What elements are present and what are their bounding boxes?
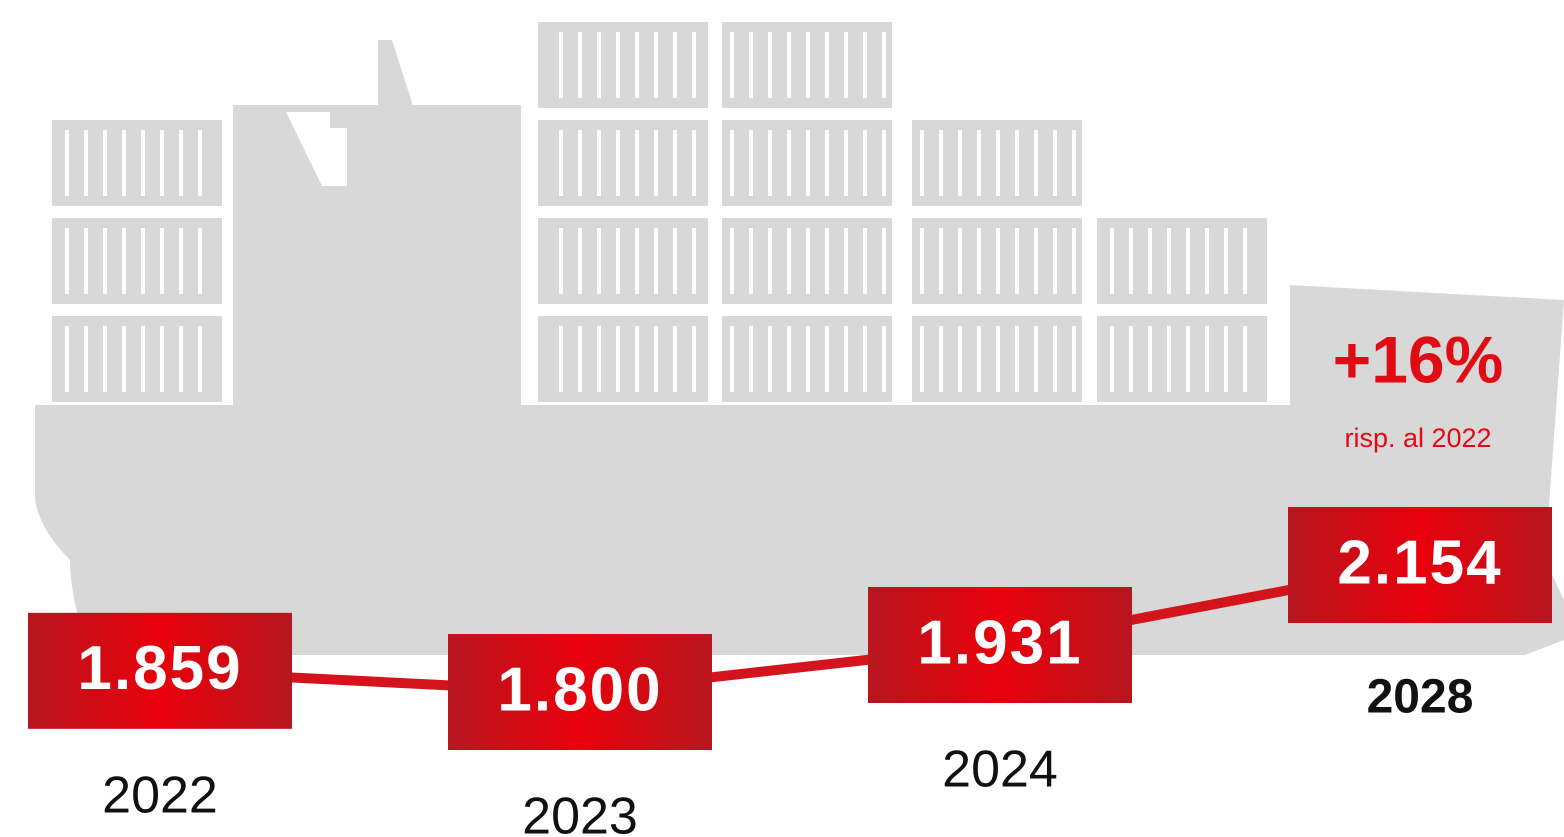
container-ribs [728,228,886,294]
trend-line [159,560,1421,697]
container-ribs [918,228,1076,294]
annotation-note: risp. al 2022 [1344,423,1491,453]
annotation-change: +16% [1333,322,1504,396]
category-label: 2024 [942,741,1058,799]
value-label: 1.931 [917,608,1082,677]
value-box [1288,507,1552,623]
ship-silhouette [35,40,1564,655]
value-label: 2.154 [1337,528,1502,597]
container-ribs [544,32,702,98]
value-label: 1.859 [77,634,242,703]
data-boxes: 1.859 2022 1.800 2023 1.931 2024 2.154 2028 [28,507,1552,837]
container-ribs [58,228,216,294]
category-label: 2022 [102,767,218,825]
container-ribs [1103,326,1261,392]
container-ribs [918,130,1076,196]
value-label: 1.800 [497,655,662,724]
container-ribs [1103,228,1261,294]
container-ribs [58,130,216,196]
container-ribs [728,130,886,196]
container-ribs [728,32,886,98]
value-box [448,634,712,750]
container-ribs [918,326,1076,392]
containers [52,22,1267,402]
container-ribs [544,326,702,392]
category-label: 2023 [522,788,638,837]
container-ribs [544,228,702,294]
value-box [868,587,1132,704]
container-ribs [58,326,216,392]
value-box [28,612,292,729]
category-label: 2028 [1367,671,1474,724]
container-ribs [728,326,886,392]
container-ribs [544,130,702,196]
